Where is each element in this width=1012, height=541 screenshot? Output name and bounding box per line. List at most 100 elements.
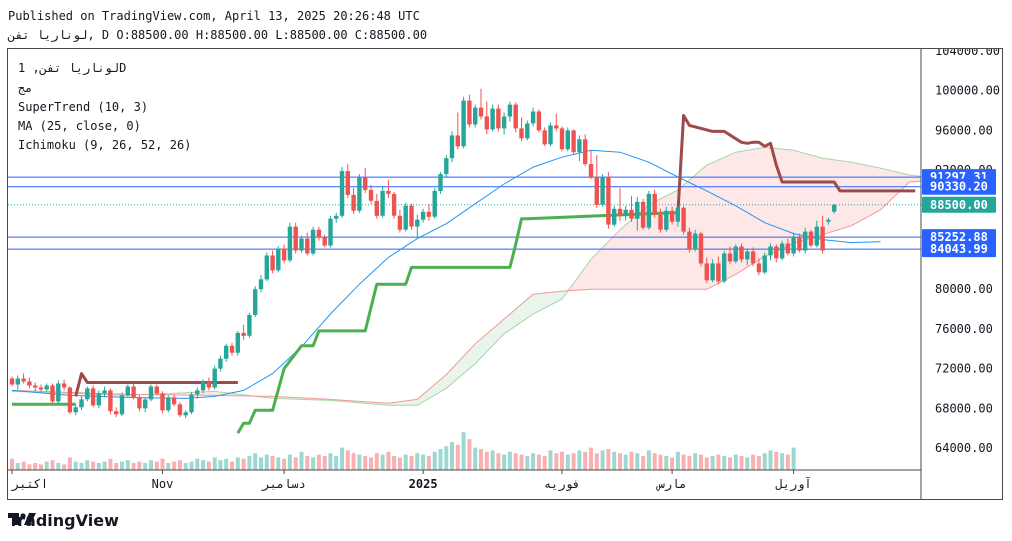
candle-body (56, 383, 61, 402)
volume-bar (513, 453, 518, 470)
volume-bar (351, 453, 356, 470)
volume-bar (79, 463, 84, 470)
volume-bar (745, 457, 750, 470)
candle-body (525, 123, 530, 139)
volume-bar (722, 456, 727, 470)
volume-bar (716, 454, 721, 470)
legend-supertrend[interactable]: SuperTrend (10, 3) (18, 100, 149, 114)
candle-body (484, 116, 489, 130)
candle-body (79, 399, 84, 408)
candle-body (449, 135, 455, 159)
candle-body (247, 315, 252, 336)
volume-bar (166, 463, 171, 470)
legend-ichimoku[interactable]: Ichimoku (9, 26, 52, 26) (18, 138, 192, 152)
volume-bar (733, 454, 738, 470)
y-tick-label: 80000.00 (935, 282, 993, 296)
candle-body (646, 193, 652, 228)
y-tick-label: 76000.00 (935, 322, 993, 336)
volume-bar (44, 461, 49, 470)
volume-bar (114, 463, 119, 470)
volume-bar (218, 460, 223, 470)
volume-bar (664, 456, 669, 470)
volume-bar (334, 456, 339, 470)
legend-ma[interactable]: MA (25, close, 0) (18, 119, 141, 133)
volume-bar (195, 458, 200, 470)
candle-body (467, 100, 472, 125)
volume-bar (502, 454, 507, 470)
volume-bar (235, 457, 240, 470)
volume-bar (618, 453, 622, 470)
volume-bar (426, 456, 431, 470)
candle-body (270, 255, 275, 271)
volume-bar (293, 457, 298, 470)
candle-body (177, 404, 183, 416)
volume-bar (131, 463, 136, 470)
volume-bar (311, 457, 316, 470)
candle-body (334, 215, 339, 219)
volume-bar (403, 454, 408, 470)
volume-bar (386, 451, 391, 470)
volume-bar (629, 451, 634, 470)
volume-bar (571, 453, 576, 470)
volume-bar (693, 453, 698, 470)
candle-body (739, 246, 744, 260)
candle-body (154, 386, 159, 394)
volume-bar (785, 454, 790, 470)
volume-bar (21, 461, 26, 470)
volume-bar (525, 456, 530, 470)
candle-body (617, 208, 623, 216)
volume-bar (172, 461, 177, 470)
candle-body (507, 104, 513, 117)
candle-body (698, 233, 704, 264)
volume-bar (201, 460, 206, 470)
candle-body (756, 263, 762, 273)
candle-body (733, 246, 738, 262)
chart-frame[interactable]: 104000.00100000.0096000.0092000.0080000.… (7, 48, 1003, 500)
volume-bar (212, 457, 217, 470)
candle-body (148, 386, 154, 400)
candle-body (612, 208, 617, 225)
volume-bar (67, 457, 72, 470)
y-tick-label: 96000.00 (935, 123, 993, 137)
volume-bar (455, 444, 460, 470)
volume-bar (577, 450, 582, 470)
volume-bar (10, 458, 14, 470)
volume-bar (91, 461, 96, 470)
volume-bar (450, 442, 454, 470)
volume-bar (27, 464, 32, 470)
candle-body (768, 246, 773, 256)
price-chart[interactable]: 104000.00100000.0096000.0092000.0080000.… (8, 49, 1002, 499)
volume-bar (125, 460, 130, 470)
candle-body (21, 378, 26, 382)
tradingview-brand[interactable]: TradingView (8, 511, 119, 530)
candle-body (38, 387, 44, 390)
candle-body (160, 393, 165, 411)
volume-bar (519, 454, 524, 470)
volume-bar (484, 451, 489, 470)
candle-body (496, 108, 501, 129)
volume-bar (357, 454, 362, 470)
volume-bar (421, 454, 426, 470)
volume-bar (149, 460, 153, 470)
volume-bar (120, 461, 124, 470)
candle-body (73, 407, 78, 413)
candle-body (90, 388, 96, 406)
volume-bar (728, 457, 732, 470)
price-badge-label: 85252.88 (930, 230, 988, 244)
x-tick-label: اکتبر (11, 477, 48, 492)
volume-bar (33, 463, 38, 470)
candle-body (305, 238, 310, 254)
volume-bar (739, 456, 744, 470)
candle-body (519, 128, 524, 139)
candle-body (102, 390, 107, 394)
volume-bar (670, 457, 675, 470)
candle-body (363, 177, 368, 190)
candle-body (461, 100, 466, 147)
candle-body (832, 204, 837, 212)
candle-body (328, 218, 333, 246)
candle-body (577, 139, 582, 153)
volume-bar (641, 456, 646, 470)
volume-bar (345, 450, 350, 470)
volume-bar (589, 447, 593, 470)
supertrend-down-line (676, 114, 916, 213)
